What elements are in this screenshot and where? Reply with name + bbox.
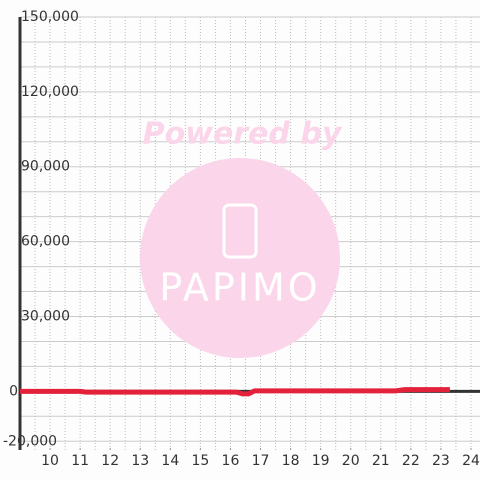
x-tick-label: 11 [71, 453, 89, 469]
x-tick-label: 20 [342, 453, 360, 469]
x-tick-label: 22 [402, 453, 420, 469]
y-tick-label: 0 [9, 383, 18, 399]
watermark-text: Powered by [143, 117, 343, 152]
data-line [20, 387, 450, 397]
watermark-logo: PAPIMO [159, 266, 320, 310]
x-tick-label: 10 [41, 453, 59, 469]
x-tick-label: 18 [282, 453, 300, 469]
watermark-icon [222, 203, 258, 259]
watermark: Powered by PAPIMO [140, 117, 343, 358]
x-tick-label: 15 [191, 453, 209, 469]
x-tick-label: 23 [432, 453, 450, 469]
y-tick-label: -20,000 [3, 433, 57, 449]
y-tick-label: 30,000 [21, 308, 70, 324]
x-tick-label: 12 [101, 453, 119, 469]
y-tick-label: 120,000 [21, 84, 79, 100]
x-tick-label: 13 [131, 453, 149, 469]
x-tick-label: 21 [372, 453, 390, 469]
y-tick-label: 90,000 [21, 159, 70, 175]
x-tick-label: 24 [462, 453, 480, 469]
y-tick-label: 60,000 [21, 234, 70, 250]
y-tick-label: 150,000 [21, 9, 79, 25]
x-tick-label: 19 [312, 453, 330, 469]
x-tick-label: 14 [161, 453, 179, 469]
x-tick-label: 17 [252, 453, 270, 469]
x-tick-label: 16 [222, 453, 240, 469]
